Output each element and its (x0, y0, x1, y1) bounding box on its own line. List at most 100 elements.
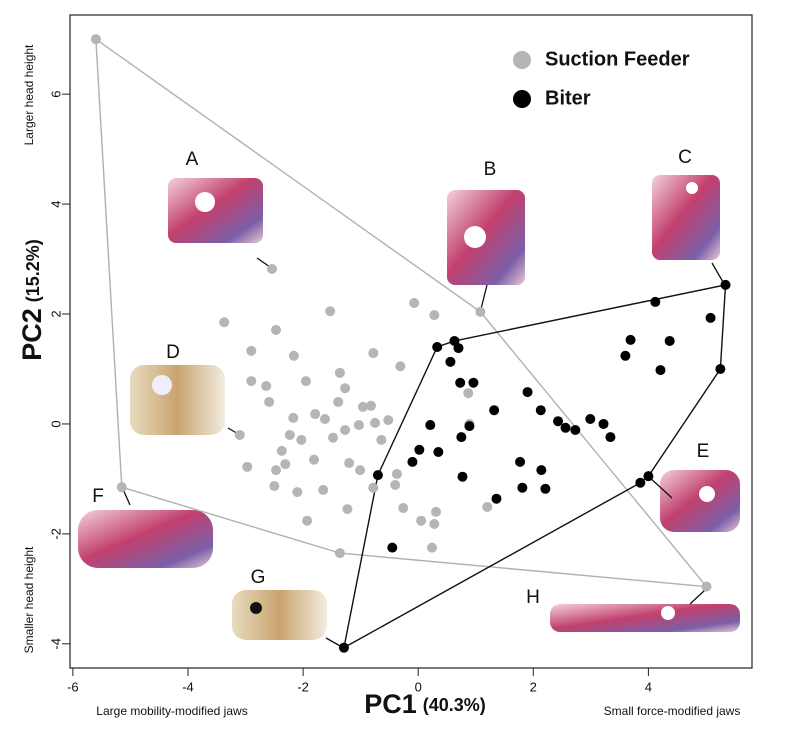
point (368, 482, 379, 493)
point (269, 481, 280, 492)
point (319, 414, 330, 425)
specimen-d (130, 365, 225, 435)
point (455, 377, 466, 388)
point (271, 324, 282, 335)
point (407, 456, 418, 467)
point (340, 383, 351, 394)
point (560, 422, 571, 433)
point (334, 367, 345, 378)
y-axis-label: PC2 (17, 308, 47, 361)
point (432, 341, 443, 352)
y-top-note: Larger head height (22, 44, 36, 145)
specimen-f (78, 510, 213, 568)
point (464, 421, 475, 432)
specimen-b (447, 190, 525, 285)
point (491, 493, 502, 504)
point (271, 465, 282, 476)
point (570, 424, 581, 435)
point (429, 310, 440, 321)
specimen-eye (152, 375, 172, 395)
point (398, 503, 409, 514)
leader-line (256, 257, 271, 268)
specimen-g (232, 590, 327, 640)
point (635, 477, 646, 488)
x-left-note: Large mobility-modified jaws (96, 704, 247, 718)
point (456, 432, 467, 443)
leader-line (711, 262, 724, 283)
point (310, 409, 321, 420)
point (366, 400, 377, 411)
x-tick-label: 4 (645, 679, 652, 694)
y-axis-title: PC2 (15.2%) (17, 239, 47, 361)
specimen-eye (699, 486, 715, 502)
point (300, 376, 311, 387)
point (390, 479, 401, 490)
point (605, 432, 616, 443)
point (288, 350, 299, 361)
point (234, 429, 245, 440)
legend-marker (513, 90, 531, 108)
y-tick-label: -4 (48, 638, 63, 650)
point (355, 465, 366, 476)
point (370, 417, 381, 428)
point (453, 343, 464, 354)
specimen-eye (195, 192, 215, 212)
point (475, 306, 486, 317)
point (429, 518, 440, 529)
point (309, 454, 320, 465)
x-axis-percent: (40.3%) (423, 695, 486, 715)
convex-hull (95, 37, 709, 588)
specimen-a (168, 178, 263, 243)
point (468, 377, 479, 388)
point (536, 465, 547, 476)
point (267, 263, 278, 274)
point (625, 334, 636, 345)
y-tick-label: 6 (48, 91, 63, 98)
point (585, 414, 596, 425)
x-tick-label: -2 (297, 679, 309, 694)
point (116, 482, 127, 493)
point (425, 420, 436, 431)
point (376, 434, 387, 445)
y-tick-label: 4 (48, 200, 63, 207)
legend-label: Suction Feeder (545, 48, 690, 70)
point (344, 457, 355, 468)
point (328, 432, 339, 443)
point (433, 446, 444, 457)
point (701, 581, 712, 592)
plot-frame (69, 14, 753, 669)
specimen-h (550, 604, 740, 632)
point (357, 401, 368, 412)
point (720, 279, 731, 290)
point (522, 387, 533, 398)
point (288, 412, 299, 423)
point (296, 434, 307, 445)
point (598, 418, 609, 429)
point (395, 361, 406, 372)
point (372, 470, 383, 481)
panel-label: D (166, 342, 180, 363)
point (387, 542, 398, 553)
y-bottom-note: Smaller head height (22, 546, 36, 653)
panel-label: B (484, 159, 497, 180)
x-axis-label: PC1 (364, 689, 417, 719)
specimen-eye (661, 606, 675, 620)
point (261, 381, 272, 392)
point (276, 445, 287, 456)
point (383, 415, 394, 426)
point (457, 471, 468, 482)
panel-label: F (92, 486, 104, 507)
y-tick-label: 2 (48, 310, 63, 317)
point (715, 363, 726, 374)
point (553, 416, 564, 427)
point (338, 642, 349, 653)
point (246, 376, 257, 387)
point (643, 471, 654, 482)
specimen-c (652, 175, 720, 260)
point (284, 429, 295, 440)
y-axis-percent: (15.2%) (23, 239, 43, 302)
point (705, 312, 716, 323)
point (489, 405, 500, 416)
point (620, 350, 631, 361)
leader-line (325, 637, 343, 648)
